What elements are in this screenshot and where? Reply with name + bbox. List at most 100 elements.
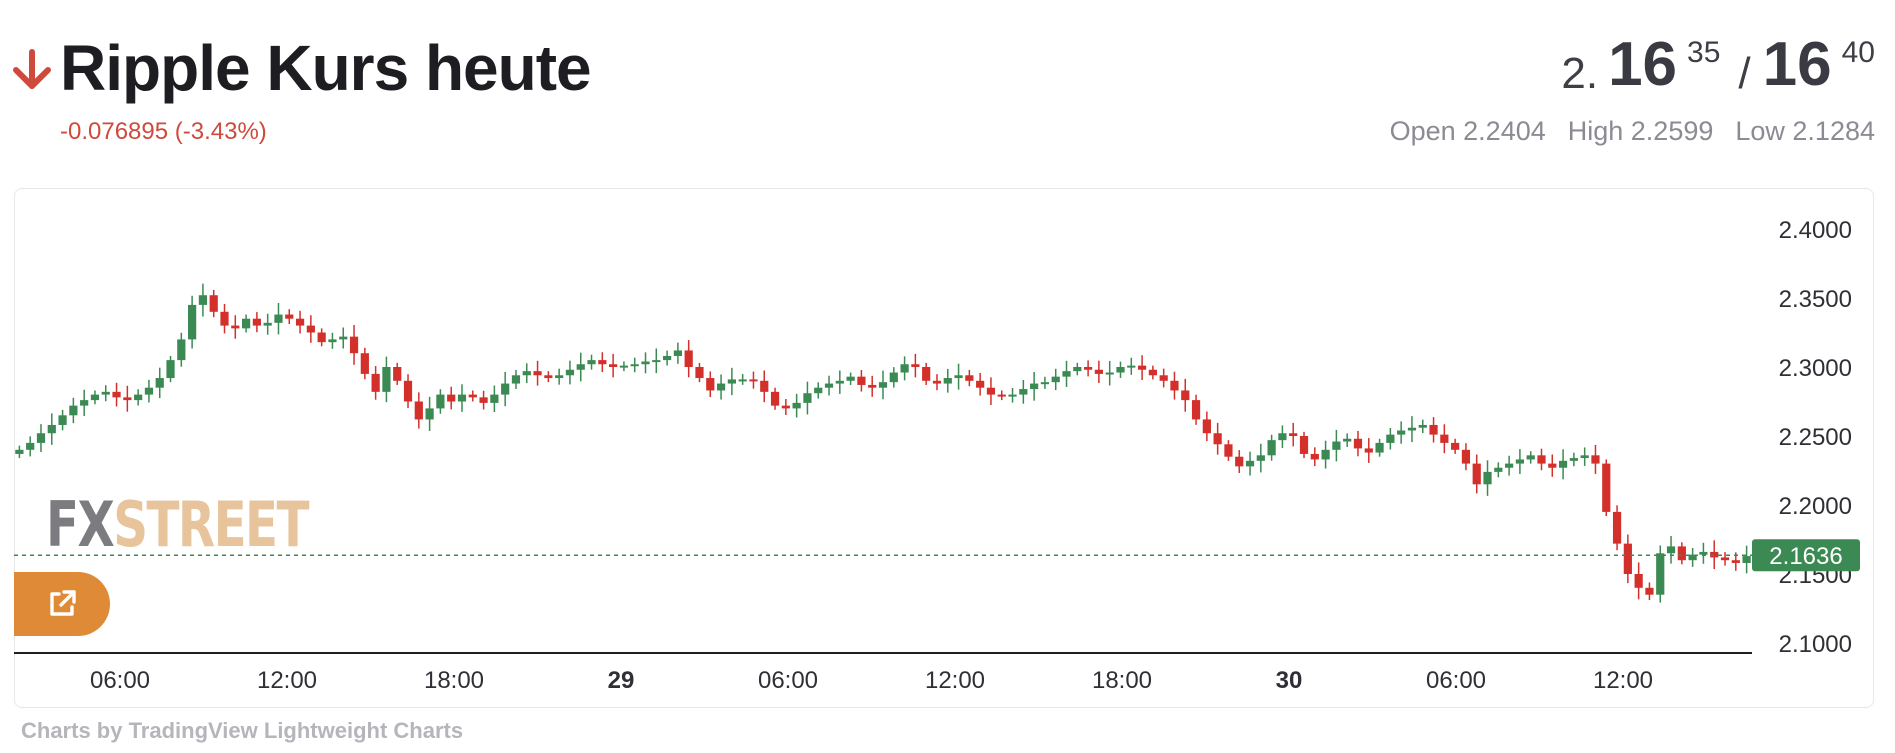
candle-body [231, 325, 240, 329]
candle-body [997, 394, 1006, 397]
candle-body [209, 295, 218, 312]
candle-body [1537, 455, 1546, 464]
last-price-badge [1752, 539, 1860, 572]
candle-body [1623, 543, 1632, 574]
candle-body [134, 394, 143, 401]
candle-body [1591, 455, 1600, 464]
candle-body [1030, 383, 1039, 390]
candle-body [371, 373, 380, 392]
candle-body [285, 314, 294, 319]
candle-body [565, 369, 575, 376]
candle-body [1505, 463, 1514, 468]
x-tick-label: 12:00 [925, 667, 985, 694]
candle-body [1105, 372, 1114, 375]
x-tick-label: 06:00 [758, 667, 818, 694]
candle-body [1116, 367, 1125, 373]
candle-body [1332, 441, 1341, 450]
candle-body [26, 442, 35, 450]
candle-body [835, 380, 844, 384]
candle-body [576, 364, 585, 370]
low-value: Low 2.1284 [1735, 116, 1875, 146]
candle-body [393, 367, 402, 381]
candle-body [695, 367, 704, 379]
candle-body [1191, 400, 1201, 420]
candle-body [587, 360, 596, 365]
page-title: Ripple Kurs heute [60, 32, 592, 104]
candle-body [155, 378, 164, 388]
candle-body [770, 391, 780, 406]
candle-body [166, 360, 175, 379]
candle-body [1440, 434, 1449, 443]
candle-body [673, 350, 682, 356]
candle-body [781, 405, 790, 409]
candle-body [727, 379, 736, 384]
x-tick-label: 18:00 [1092, 667, 1152, 694]
candle-body [792, 402, 801, 409]
candle-body [447, 394, 456, 402]
x-tick-label: 06:00 [90, 667, 150, 694]
watermark-street: STREET [113, 488, 309, 561]
candle-body [1515, 459, 1525, 464]
candle-body [295, 318, 305, 326]
bid-small: 35 [1687, 36, 1721, 69]
candle-body [403, 380, 413, 402]
fxstreet-watermark: FXSTREET [46, 488, 310, 561]
candle-body [662, 355, 672, 361]
candle-body [1494, 467, 1503, 472]
candle-body [522, 371, 531, 376]
chart-credit[interactable]: Charts by TradingView Lightweight Charts [21, 718, 464, 743]
candle-body [80, 400, 89, 406]
candle-body [1580, 455, 1589, 459]
candle-body [263, 322, 272, 326]
ohl-stats: Open 2.2404 High 2.2599 Low 2.1284 [1390, 116, 1875, 147]
candle-body [1375, 442, 1384, 453]
candle-body [101, 391, 110, 395]
bid-big: 16 [1608, 30, 1678, 99]
candle-body [1051, 376, 1060, 383]
candle-body [1353, 438, 1363, 449]
candle-body [1483, 471, 1492, 485]
ask-big: 16 [1762, 30, 1832, 99]
candle-body [274, 314, 283, 323]
candle-body [760, 380, 769, 392]
candle-body [932, 380, 942, 384]
x-tick-label: 30 [1276, 667, 1303, 694]
y-tick-label: 2.4000 [1779, 217, 1852, 244]
bid-ask-price: 2. 16 35 / 16 40 [1561, 30, 1875, 100]
candle-body [188, 304, 197, 340]
candle-body [976, 380, 985, 388]
candle-body [425, 408, 434, 420]
x-tick-label: 12:00 [257, 667, 317, 694]
candle-body [1256, 455, 1265, 461]
x-tick-label: 06:00 [1426, 667, 1486, 694]
candle-body [846, 376, 855, 381]
candle-body [1602, 463, 1611, 512]
candle-body [716, 383, 726, 391]
candle-body [1213, 433, 1222, 445]
candle-body [1084, 367, 1093, 370]
candle-body [684, 350, 693, 367]
candle-body [328, 339, 337, 343]
candle-body [641, 361, 650, 365]
candle-body [349, 336, 359, 354]
candle-body [598, 360, 607, 365]
candle-body [609, 364, 618, 367]
candle-body [943, 378, 952, 384]
x-tick-label: 29 [608, 667, 635, 694]
y-tick-label: 2.2500 [1779, 424, 1852, 451]
candle-body [1137, 365, 1147, 370]
candle-body [1062, 371, 1071, 377]
candle-body [47, 424, 56, 434]
candle-body [1310, 453, 1319, 460]
candle-body [1008, 394, 1017, 397]
external-link-icon [50, 590, 76, 616]
candle-body [1170, 380, 1179, 391]
candle-body [1073, 367, 1082, 372]
candle-body [1159, 375, 1168, 381]
candle-body [619, 365, 629, 368]
candle-body [1202, 419, 1211, 434]
candle-body [1472, 463, 1481, 485]
external-link-button[interactable] [14, 572, 110, 636]
candle-body [1148, 369, 1157, 376]
